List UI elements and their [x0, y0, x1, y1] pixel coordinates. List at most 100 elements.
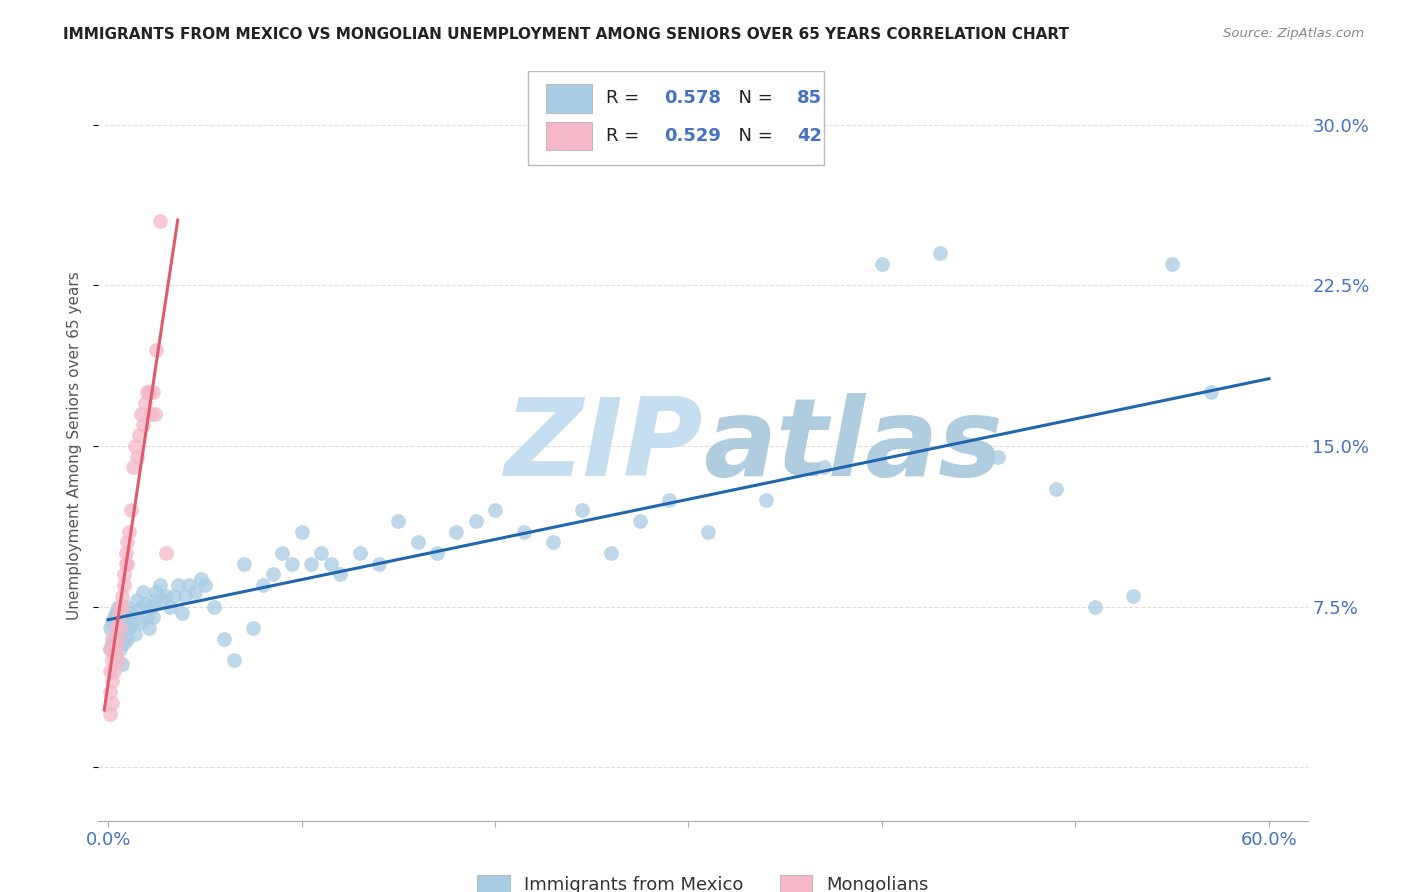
- Point: [103, 632, 125, 646]
- Point: [142, 385, 165, 400]
- Point: [281, 557, 304, 571]
- Point: [101, 653, 124, 667]
- Point: [129, 615, 152, 629]
- Point: [387, 514, 409, 528]
- Text: 85: 85: [797, 89, 823, 107]
- Point: [128, 428, 150, 442]
- Y-axis label: Unemployment Among Seniors over 65 years: Unemployment Among Seniors over 65 years: [67, 272, 83, 620]
- Point: [135, 385, 157, 400]
- Point: [368, 557, 391, 571]
- Point: [107, 610, 129, 624]
- Text: 42: 42: [797, 127, 823, 145]
- Point: [299, 557, 322, 571]
- Point: [155, 546, 177, 560]
- Point: [159, 599, 181, 614]
- Point: [1161, 257, 1184, 271]
- FancyBboxPatch shape: [546, 84, 592, 112]
- Point: [112, 578, 135, 592]
- Point: [117, 632, 139, 646]
- Point: [111, 621, 134, 635]
- Point: [117, 599, 139, 614]
- Point: [446, 524, 468, 539]
- Point: [104, 642, 127, 657]
- Text: Source: ZipAtlas.com: Source: ZipAtlas.com: [1223, 27, 1364, 40]
- Point: [108, 599, 131, 614]
- Point: [1199, 385, 1222, 400]
- Point: [813, 460, 835, 475]
- Point: [145, 584, 167, 599]
- Point: [513, 524, 536, 539]
- Point: [290, 524, 312, 539]
- Point: [174, 589, 197, 603]
- Point: [149, 578, 172, 592]
- Point: [571, 503, 593, 517]
- Point: [135, 610, 157, 624]
- Point: [107, 632, 129, 646]
- Text: R =: R =: [606, 89, 645, 107]
- Point: [124, 627, 146, 641]
- Point: [262, 567, 284, 582]
- Point: [184, 584, 207, 599]
- Point: [111, 599, 134, 614]
- Point: [107, 599, 129, 614]
- Point: [108, 642, 131, 657]
- Text: 0.578: 0.578: [664, 89, 721, 107]
- Point: [111, 657, 134, 672]
- Point: [101, 696, 124, 710]
- Point: [1084, 599, 1107, 614]
- Text: ZIP: ZIP: [505, 393, 703, 499]
- Point: [117, 557, 139, 571]
- Point: [139, 599, 162, 614]
- Point: [107, 653, 129, 667]
- Point: [134, 396, 156, 410]
- Point: [138, 621, 160, 635]
- Text: 0.529: 0.529: [664, 127, 721, 145]
- Point: [139, 407, 162, 421]
- Point: [103, 642, 125, 657]
- Point: [628, 514, 651, 528]
- Point: [138, 385, 160, 400]
- Point: [111, 589, 134, 603]
- Point: [98, 621, 121, 635]
- Point: [309, 546, 332, 560]
- Point: [127, 450, 149, 464]
- Point: [658, 492, 681, 507]
- Point: [600, 546, 623, 560]
- Point: [1045, 482, 1067, 496]
- Text: N =: N =: [727, 127, 779, 145]
- Point: [98, 706, 121, 721]
- Point: [101, 615, 124, 629]
- Point: [166, 578, 188, 592]
- Point: [112, 615, 135, 629]
- Point: [129, 407, 152, 421]
- Legend: Immigrants from Mexico, Mongolians: Immigrants from Mexico, Mongolians: [470, 868, 936, 892]
- Point: [190, 572, 212, 586]
- Point: [541, 535, 564, 549]
- Point: [179, 578, 201, 592]
- Point: [114, 557, 136, 571]
- Point: [271, 546, 294, 560]
- Point: [406, 535, 429, 549]
- Point: [755, 492, 778, 507]
- Point: [101, 632, 124, 646]
- Point: [103, 664, 125, 678]
- Point: [98, 685, 121, 699]
- Point: [101, 674, 124, 689]
- Point: [232, 557, 254, 571]
- Text: N =: N =: [727, 89, 779, 107]
- Point: [170, 606, 193, 620]
- Point: [104, 621, 127, 635]
- Point: [108, 621, 131, 635]
- Point: [114, 610, 136, 624]
- Point: [252, 578, 274, 592]
- Point: [150, 593, 173, 607]
- Point: [98, 642, 121, 657]
- Point: [98, 664, 121, 678]
- Point: [107, 632, 129, 646]
- Point: [134, 598, 156, 612]
- Point: [426, 546, 449, 560]
- Point: [104, 627, 127, 641]
- Point: [127, 593, 149, 607]
- Point: [112, 567, 135, 582]
- Point: [145, 343, 167, 357]
